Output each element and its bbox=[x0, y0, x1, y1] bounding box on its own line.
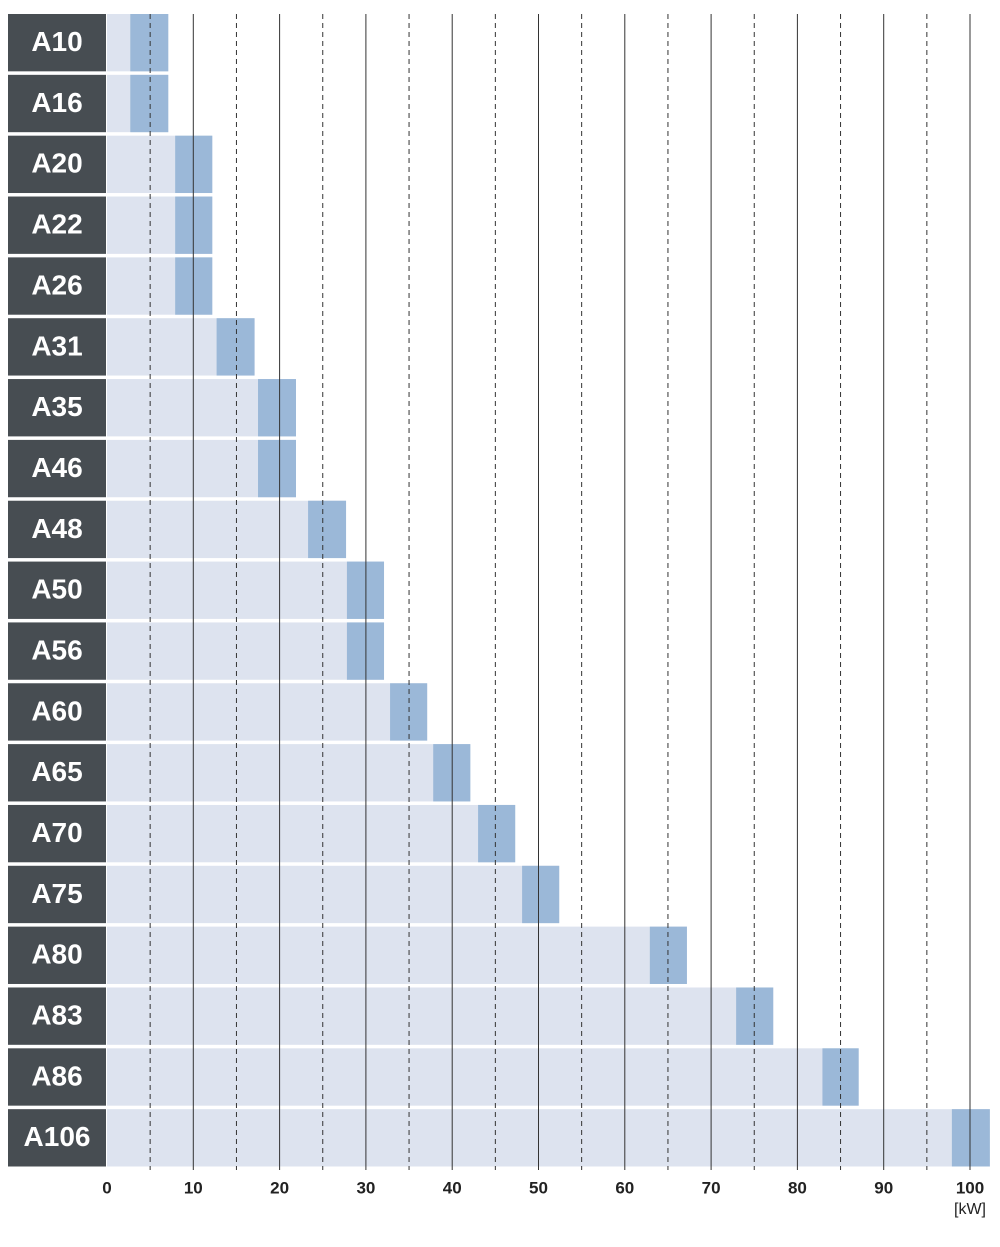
label-box bbox=[8, 987, 106, 1045]
x-unit: [kW] bbox=[954, 1201, 986, 1218]
label-box bbox=[8, 926, 106, 984]
label-box bbox=[8, 622, 106, 680]
label-box bbox=[8, 196, 106, 254]
x-tick-label: 30 bbox=[356, 1178, 375, 1197]
label-box bbox=[8, 1109, 106, 1167]
label-box bbox=[8, 257, 106, 315]
category-label: A60 bbox=[31, 695, 82, 726]
range-bar bbox=[258, 379, 296, 437]
category-label: A22 bbox=[31, 209, 82, 240]
x-tick-label: 90 bbox=[874, 1178, 893, 1197]
label-box bbox=[8, 683, 106, 741]
label-box bbox=[8, 865, 106, 924]
label-box bbox=[8, 439, 106, 498]
base-bar bbox=[107, 1048, 859, 1106]
label-box bbox=[8, 804, 106, 863]
label-box bbox=[8, 500, 106, 559]
label-box bbox=[8, 318, 106, 376]
base-bar bbox=[107, 683, 428, 741]
label-box bbox=[8, 14, 106, 72]
x-tick-label: 0 bbox=[102, 1178, 111, 1197]
category-label: A50 bbox=[31, 574, 82, 605]
x-tick-label: 10 bbox=[184, 1178, 203, 1197]
base-bar bbox=[107, 926, 687, 984]
x-tick-label: 60 bbox=[615, 1178, 634, 1197]
base-bar bbox=[107, 1109, 990, 1167]
category-label: A35 bbox=[31, 391, 82, 422]
category-label: A65 bbox=[31, 756, 82, 787]
x-tick-label: 50 bbox=[529, 1178, 548, 1197]
x-tick-label: 40 bbox=[443, 1178, 462, 1197]
category-label: A48 bbox=[31, 513, 82, 544]
range-bar bbox=[216, 318, 255, 376]
label-box bbox=[8, 74, 106, 133]
x-tick-label: 100 bbox=[956, 1178, 984, 1197]
base-bar bbox=[107, 622, 385, 680]
range-bar bbox=[130, 74, 169, 133]
x-tick-label: 70 bbox=[702, 1178, 721, 1197]
base-bar bbox=[107, 744, 471, 802]
range-bar bbox=[951, 1109, 990, 1167]
label-box bbox=[8, 1048, 106, 1106]
base-bar bbox=[107, 804, 516, 863]
category-label: A70 bbox=[31, 817, 82, 848]
label-box bbox=[8, 561, 106, 619]
category-label: A86 bbox=[31, 1060, 82, 1091]
base-bar bbox=[107, 561, 385, 619]
category-label: A106 bbox=[24, 1121, 91, 1152]
base-bar bbox=[107, 500, 347, 559]
category-label: A75 bbox=[31, 878, 82, 909]
category-label: A80 bbox=[31, 939, 82, 970]
category-label: A56 bbox=[31, 634, 82, 665]
range-bar bbox=[130, 14, 169, 72]
base-bar bbox=[107, 865, 560, 924]
label-box bbox=[8, 379, 106, 437]
category-label: A46 bbox=[31, 452, 82, 483]
category-label: A31 bbox=[31, 330, 82, 361]
range-bar bbox=[308, 500, 347, 559]
label-box bbox=[8, 744, 106, 802]
category-label: A10 bbox=[31, 26, 82, 57]
range-bar bbox=[258, 439, 296, 498]
category-label: A26 bbox=[31, 269, 82, 300]
category-label: A83 bbox=[31, 1000, 82, 1031]
range-bar bbox=[478, 804, 516, 863]
category-label: A16 bbox=[31, 87, 82, 118]
x-tick-label: 20 bbox=[270, 1178, 289, 1197]
x-tick-label: 80 bbox=[788, 1178, 807, 1197]
label-box bbox=[8, 135, 106, 194]
category-label: A20 bbox=[31, 148, 82, 179]
base-bar bbox=[107, 987, 774, 1045]
range-bar bbox=[522, 865, 560, 924]
